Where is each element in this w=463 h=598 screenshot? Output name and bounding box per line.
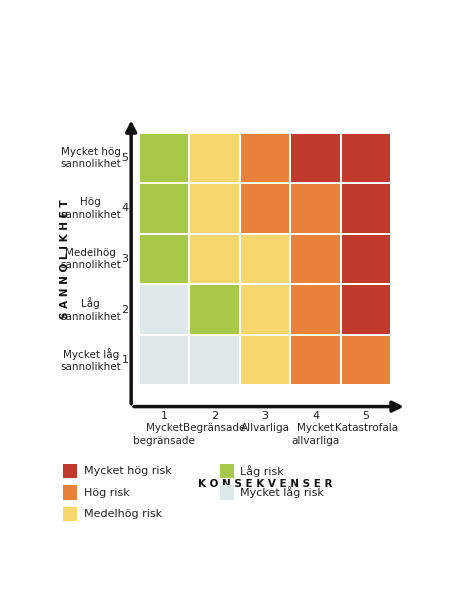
Bar (291, 235, 340, 283)
Text: 4: 4 (121, 203, 129, 213)
Text: K O N S E K V E N S E R: K O N S E K V E N S E R (198, 479, 332, 489)
Bar (190, 336, 239, 385)
Text: Mycket
allvarliga: Mycket allvarliga (292, 423, 340, 446)
Text: Mycket hög risk: Mycket hög risk (84, 466, 171, 476)
Text: 5: 5 (122, 153, 129, 163)
Text: Allvarliga: Allvarliga (241, 423, 289, 434)
Bar (342, 285, 390, 334)
Bar (63, 486, 77, 499)
Text: Mycket hög
sannolikhet: Mycket hög sannolikhet (60, 147, 121, 169)
Bar (190, 184, 239, 233)
Bar (291, 134, 340, 182)
Bar (342, 184, 390, 233)
Bar (241, 134, 289, 182)
Text: 3: 3 (122, 254, 129, 264)
Bar (241, 184, 289, 233)
Text: 1: 1 (122, 355, 129, 365)
Bar (140, 184, 188, 233)
Bar (190, 134, 239, 182)
Bar (241, 336, 289, 385)
Text: Begränsade: Begränsade (183, 423, 246, 434)
Bar (140, 134, 188, 182)
Text: Mycket
begränsade: Mycket begränsade (133, 423, 195, 446)
Text: 4: 4 (312, 411, 319, 420)
Text: Katastrofala: Katastrofala (335, 423, 398, 434)
Bar (190, 285, 239, 334)
Text: 2: 2 (121, 304, 129, 315)
Bar (291, 184, 340, 233)
Bar (63, 464, 77, 478)
Bar (140, 336, 188, 385)
Bar (63, 507, 77, 521)
Text: Hög
sannolikhet: Hög sannolikhet (60, 197, 121, 219)
Text: Medelhög risk: Medelhög risk (84, 509, 162, 518)
Bar (342, 134, 390, 182)
Bar (342, 235, 390, 283)
Text: 3: 3 (262, 411, 269, 420)
Bar (241, 285, 289, 334)
Bar (219, 464, 234, 478)
Text: Låg
sannolikhet: Låg sannolikhet (60, 297, 121, 322)
Bar (190, 235, 239, 283)
Bar (219, 486, 234, 499)
Text: Medelhög
sannolikhet: Medelhög sannolikhet (60, 248, 121, 270)
Bar (241, 235, 289, 283)
Bar (140, 285, 188, 334)
Bar (140, 235, 188, 283)
Text: Hög risk: Hög risk (84, 487, 129, 498)
Text: Mycket låg
sannolikhet: Mycket låg sannolikhet (60, 348, 121, 373)
Bar (291, 336, 340, 385)
Bar (291, 285, 340, 334)
Text: 1: 1 (161, 411, 168, 420)
Text: Låg risk: Låg risk (240, 465, 284, 477)
Bar (342, 336, 390, 385)
Text: 5: 5 (363, 411, 369, 420)
Text: 2: 2 (211, 411, 218, 420)
Text: S A N N O L I K H E T: S A N N O L I K H E T (61, 199, 70, 319)
Text: Mycket låg risk: Mycket låg risk (240, 487, 324, 499)
